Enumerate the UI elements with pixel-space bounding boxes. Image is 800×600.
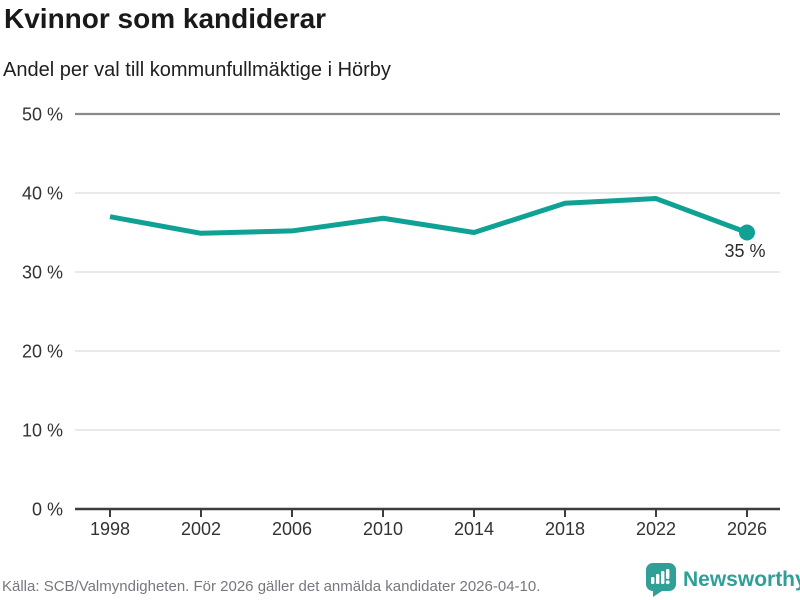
x-tick-label: 2002 (181, 519, 221, 539)
x-tick-label: 2018 (545, 519, 585, 539)
data-line (109, 196, 748, 236)
y-tick-label: 50 % (22, 105, 63, 125)
y-tick-label: 10 % (22, 421, 63, 441)
x-axis: 1998 2002 2006 2010 2014 2018 2022 2026 (90, 510, 767, 539)
x-tick-label: 2014 (454, 519, 494, 539)
x-tick-label: 2026 (727, 519, 767, 539)
y-tick-label: 40 % (22, 184, 63, 204)
x-tick-label: 2022 (636, 519, 676, 539)
y-axis-labels: 0 % 10 % 20 % 30 % 40 % 50 % (22, 105, 63, 520)
y-tick-label: 30 % (22, 263, 63, 283)
newsworthy-logo-text: Newsworthy (683, 568, 800, 591)
newsworthy-logo: Newsworthy (645, 563, 800, 597)
endpoint-value-label: 35 % (724, 241, 765, 261)
chart-subtitle: Andel per val till kommunfullmäktige i H… (3, 59, 391, 81)
y-tick-label: 20 % (22, 342, 63, 362)
source-note: Källa: SCB/Valmyndigheten. För 2026 gäll… (2, 578, 541, 595)
page-title: Kvinnor som kandiderar (4, 3, 327, 34)
endpoint-marker (739, 224, 755, 241)
x-tick-label: 2010 (363, 519, 403, 539)
x-tick-label: 2006 (272, 519, 312, 539)
x-tick-label: 1998 (90, 519, 130, 539)
y-gridlines (75, 112, 780, 511)
newsworthy-logo-icon (646, 563, 676, 597)
y-tick-label: 0 % (32, 500, 63, 520)
